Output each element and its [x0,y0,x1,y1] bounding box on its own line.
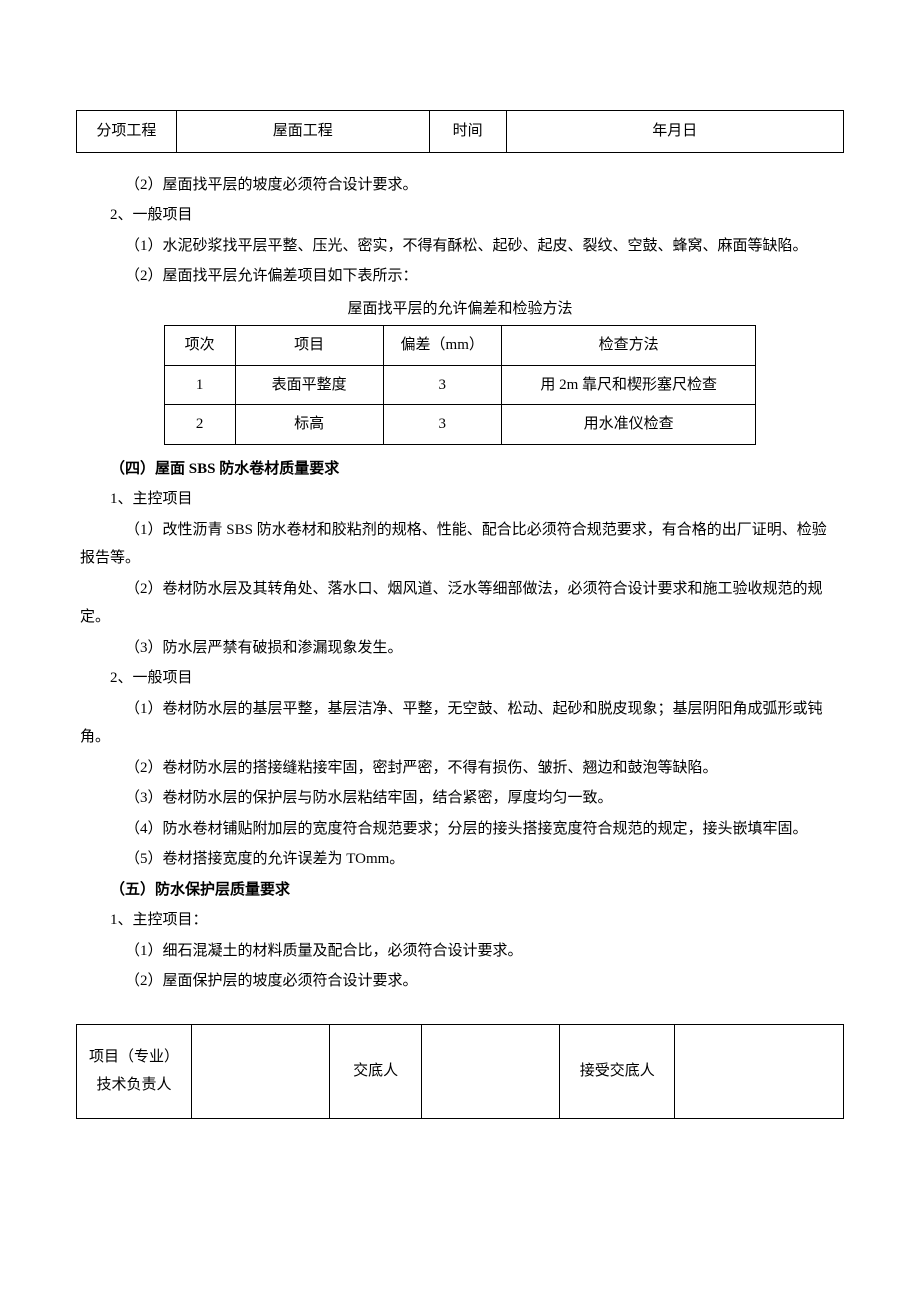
footer-col4 [422,1024,560,1118]
paragraph: （2）屋面保护层的坡度必须符合设计要求。 [80,967,840,996]
text: （1）卷材防水层的基层平整，基层洁净、平整，无空鼓、松动、起砂和脱皮现象；基层阴… [80,701,823,746]
header-col2-value: 屋面工程 [176,111,429,153]
td: 表面平整度 [235,365,383,405]
footer-col6 [675,1024,844,1118]
header-table: 分项工程 屋面工程 时间 年月日 [76,110,844,153]
footer-col2 [192,1024,330,1118]
paragraph: （2）卷材防水层的搭接缝粘接牢固，密封严密，不得有损伤、皱折、翘边和鼓泡等缺陷。 [80,754,840,783]
paragraph: （2）屋面找平层的坡度必须符合设计要求。 [80,171,840,200]
td: 2 [164,405,235,445]
table-caption: 屋面找平层的允许偏差和检验方法 [80,295,840,324]
th: 项次 [164,326,235,366]
paragraph: （3）防水层严禁有破损和渗漏现象发生。 [80,634,840,663]
paragraph: 1、主控项目 [80,485,840,514]
th: 检查方法 [501,326,755,366]
paragraph: （5）卷材搭接宽度的允许误差为 TOmm。 [80,845,840,874]
document-body: （2）屋面找平层的坡度必须符合设计要求。 2、一般项目 （1）水泥砂浆找平层平整… [76,171,844,996]
paragraph: 2、一般项目 [80,201,840,230]
text: （2）卷材防水层及其转角处、落水口、烟风道、泛水等细部做法，必须符合设计要求和施… [80,581,823,626]
paragraph: 2、一般项目 [80,664,840,693]
td: 用 2m 靠尺和楔形塞尺检查 [501,365,755,405]
th: 项目 [235,326,383,366]
footer-col1: 项目（专业）技术负责人 [77,1024,192,1118]
paragraph: （1）水泥砂浆找平层平整、压光、密实，不得有酥松、起砂、起皮、裂纹、空鼓、蜂窝、… [80,232,840,261]
td: 标高 [235,405,383,445]
text: （1）水泥砂浆找平层平整、压光、密实，不得有酥松、起砂、起皮、裂纹、空鼓、蜂窝、… [125,238,808,254]
th: 偏差（mm） [383,326,501,366]
header-col3-label: 时间 [429,111,506,153]
section-heading: （四）屋面 SBS 防水卷材质量要求 [80,455,840,484]
td: 3 [383,365,501,405]
table-row: 2 标高 3 用水准仪检查 [164,405,756,445]
paragraph: 1、主控项目： [80,906,840,935]
footer-table: 项目（专业）技术负责人 交底人 接受交底人 [76,1024,844,1119]
text: （1）改性沥青 SBS 防水卷材和胶粘剂的规格、性能、配合比必须符合规范要求，有… [80,522,827,567]
header-col1-label: 分项工程 [77,111,177,153]
paragraph: （4）防水卷材铺贴附加层的宽度符合规范要求；分层的接头搭接宽度符合规范的规定，接… [80,815,840,844]
td: 用水准仪检查 [501,405,755,445]
table-row: 1 表面平整度 3 用 2m 靠尺和楔形塞尺检查 [164,365,756,405]
section-heading: （五）防水保护层质量要求 [80,876,840,905]
header-col4-value: 年月日 [506,111,844,153]
deviation-table: 项次 项目 偏差（mm） 检查方法 1 表面平整度 3 用 2m 靠尺和楔形塞尺… [164,325,757,445]
paragraph: （3）卷材防水层的保护层与防水层粘结牢固，结合紧密，厚度均匀一致。 [80,784,840,813]
td: 3 [383,405,501,445]
td: 1 [164,365,235,405]
paragraph: （2）屋面找平层允许偏差项目如下表所示： [80,262,840,291]
paragraph: （1）卷材防水层的基层平整，基层洁净、平整，无空鼓、松动、起砂和脱皮现象；基层阴… [80,695,840,752]
footer-col5: 接受交底人 [560,1024,675,1118]
table-header-row: 项次 项目 偏差（mm） 检查方法 [164,326,756,366]
paragraph: （1）改性沥青 SBS 防水卷材和胶粘剂的规格、性能、配合比必须符合规范要求，有… [80,516,840,573]
paragraph: （1）细石混凝土的材料质量及配合比，必须符合设计要求。 [80,937,840,966]
paragraph: （2）卷材防水层及其转角处、落水口、烟风道、泛水等细部做法，必须符合设计要求和施… [80,575,840,632]
footer-col3: 交底人 [330,1024,422,1118]
